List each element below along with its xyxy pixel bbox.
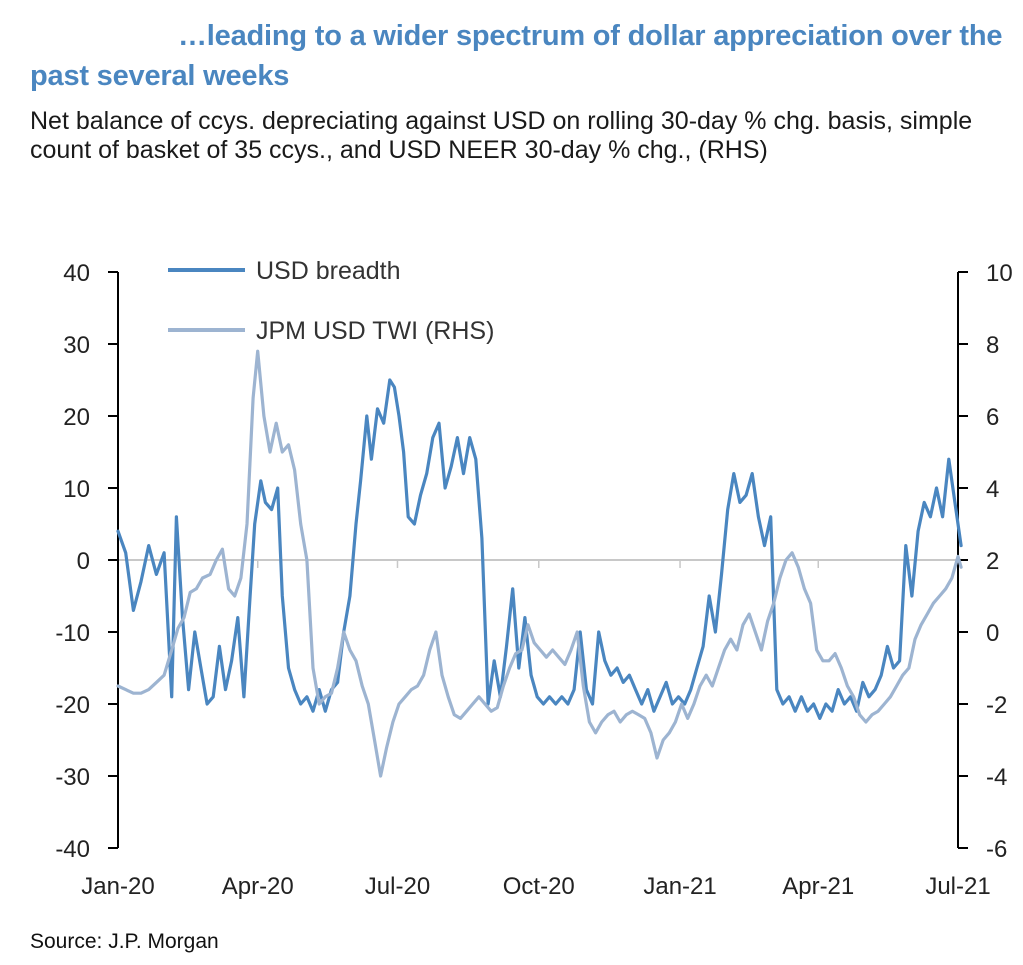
left-axis-tick-label: 30	[63, 332, 90, 359]
left-axis-tick-label: -20	[55, 692, 90, 719]
chart-subtitle: Net balance of ccys. depreciating agains…	[30, 107, 973, 164]
right-axis-tick-label: 4	[986, 476, 999, 503]
x-axis-tick-label: Jul-20	[365, 873, 430, 900]
x-axis-tick-label: Apr-20	[222, 873, 294, 900]
x-axis-tick-label: Jul-21	[925, 873, 990, 900]
left-axis-tick-label: -10	[55, 620, 90, 647]
left-axis-tick-label: -30	[55, 764, 90, 791]
x-axis-tick-label: Jan-21	[643, 873, 716, 900]
right-axis-tick-label: -6	[986, 836, 1007, 863]
right-axis-tick-label: 10	[986, 260, 1013, 287]
legend-label-usd-breadth: USD breadth	[256, 257, 401, 285]
x-axis-tick-label: Jan-20	[81, 873, 154, 900]
right-axis-tick-label: 2	[986, 548, 999, 575]
chart-title: …leading to a wider spectrum of dollar a…	[30, 20, 1003, 92]
right-axis-tick-label: -2	[986, 692, 1007, 719]
line-chart: 403020100-10-20-30-401086420-2-4-6Jan-20…	[55, 257, 1013, 900]
x-axis-tick-label: Oct-20	[503, 873, 575, 900]
left-axis-tick-label: 40	[63, 260, 90, 287]
right-axis-tick-label: 8	[986, 332, 999, 359]
left-axis-tick-label: 20	[63, 404, 90, 431]
right-axis-tick-label: -4	[986, 764, 1007, 791]
x-axis-tick-label: Apr-21	[782, 873, 854, 900]
right-axis-tick-label: 6	[986, 404, 999, 431]
legend-label-usd-twi: JPM USD TWI (RHS)	[256, 317, 494, 345]
right-axis-tick-label: 0	[986, 620, 999, 647]
source-note: Source: J.P. Morgan	[30, 930, 219, 953]
left-axis-tick-label: -40	[55, 836, 90, 863]
left-axis-tick-label: 0	[77, 548, 90, 575]
series-line-usd-breadth	[116, 378, 963, 720]
series-line-usd-twi	[116, 349, 963, 778]
left-axis-tick-label: 10	[63, 476, 90, 503]
